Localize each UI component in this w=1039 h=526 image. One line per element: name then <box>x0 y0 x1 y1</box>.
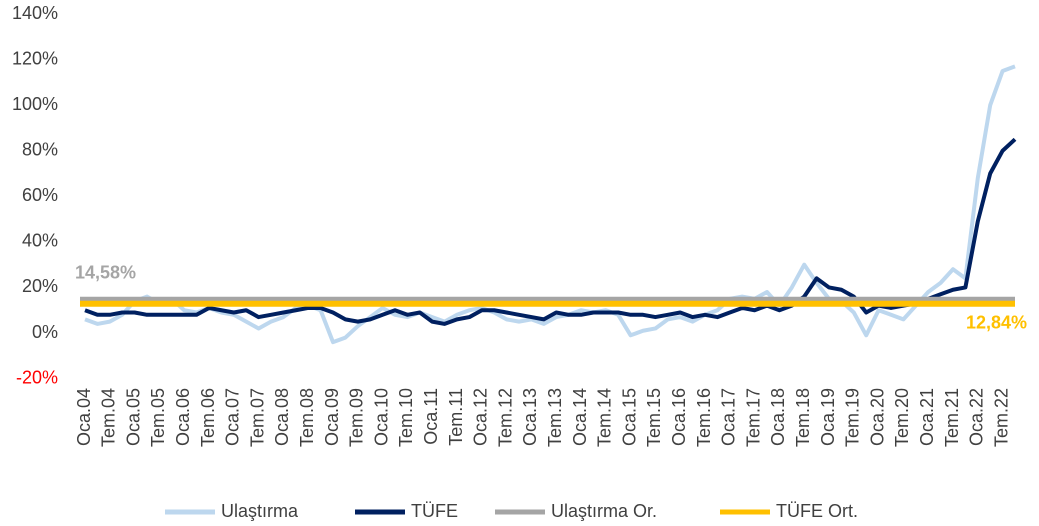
x-tick-label: Oca.18 <box>768 388 788 446</box>
legend-label: TÜFE <box>411 501 458 521</box>
x-tick-label: Tem.06 <box>198 388 218 447</box>
y-tick-label: 100% <box>12 94 58 114</box>
average-label: 12,84% <box>966 313 1027 333</box>
x-tick-label: Oca.19 <box>818 388 838 446</box>
legend-label: TÜFE Ort. <box>776 501 858 521</box>
x-tick-label: Tem.19 <box>843 388 863 447</box>
x-tick-label: Tem.07 <box>247 388 267 447</box>
x-tick-label: Tem.04 <box>99 388 119 447</box>
x-tick-label: Tem.21 <box>942 388 962 447</box>
y-tick-label: 80% <box>22 139 58 159</box>
legend-label: Ulaştırma <box>221 501 299 521</box>
x-tick-label: Oca.10 <box>371 388 391 446</box>
x-tick-label: Tem.17 <box>743 388 763 447</box>
x-tick-label: Oca.06 <box>173 388 193 446</box>
y-tick-label: 0% <box>32 322 58 342</box>
y-tick-label: 140% <box>12 3 58 23</box>
x-tick-label: Oca.22 <box>967 388 987 446</box>
x-tick-label: Tem.22 <box>991 388 1011 447</box>
x-tick-label: Oca.11 <box>421 388 441 445</box>
x-tick-label: Tem.18 <box>793 388 813 447</box>
average-label: 14,58% <box>75 263 136 283</box>
x-tick-label: Tem.16 <box>694 388 714 447</box>
x-tick-label: Tem.14 <box>595 388 615 447</box>
y-tick-label: 120% <box>12 48 58 68</box>
y-tick-label: 40% <box>22 231 58 251</box>
x-tick-label: Tem.13 <box>545 388 565 447</box>
legend-label: Ulaştırma Or. <box>551 501 657 521</box>
x-tick-label: Tem.12 <box>495 388 515 447</box>
x-tick-label: Oca.04 <box>74 388 94 446</box>
series-line <box>84 137 1017 326</box>
y-tick-label: -20% <box>16 367 58 387</box>
x-tick-label: Oca.07 <box>223 388 243 446</box>
x-tick-label: Tem.08 <box>297 388 317 447</box>
x-tick-label: Oca.13 <box>520 388 540 446</box>
x-tick-label: Oca.20 <box>867 388 887 446</box>
x-tick-label: Oca.09 <box>322 388 342 446</box>
x-tick-label: Tem.09 <box>347 388 367 447</box>
x-tick-label: Oca.14 <box>570 388 590 446</box>
x-tick-label: Oca.17 <box>719 388 739 446</box>
x-tick-label: Tem.20 <box>892 388 912 447</box>
x-tick-label: Oca.08 <box>272 388 292 446</box>
x-tick-label: Tem.15 <box>644 388 664 447</box>
x-tick-label: Tem.10 <box>396 388 416 447</box>
x-tick-label: Oca.05 <box>123 388 143 446</box>
series-line <box>84 64 1016 345</box>
x-tick-label: Tem.11 <box>446 388 466 446</box>
x-tick-label: Oca.12 <box>471 388 491 446</box>
x-tick-label: Oca.15 <box>619 388 639 446</box>
x-tick-label: Oca.21 <box>917 388 937 446</box>
x-tick-label: Tem.05 <box>148 388 168 447</box>
y-tick-label: 60% <box>22 185 58 205</box>
x-tick-label: Oca.16 <box>669 388 689 446</box>
y-tick-label: 20% <box>22 276 58 296</box>
